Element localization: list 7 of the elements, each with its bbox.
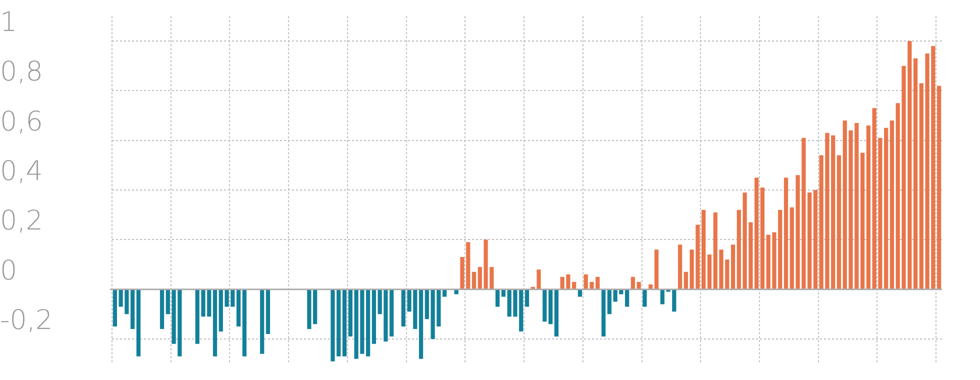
- y-tick-label: 0,2: [0, 206, 43, 237]
- y-tick-label: 1: [0, 7, 18, 38]
- y-tick-label: 0,4: [0, 156, 43, 188]
- y-tick-label: 0,8: [0, 56, 43, 88]
- y-tick-label: -0,2: [0, 304, 53, 336]
- y-tick-label: 0,6: [0, 106, 43, 138]
- y-tick-label: 0: [0, 255, 18, 286]
